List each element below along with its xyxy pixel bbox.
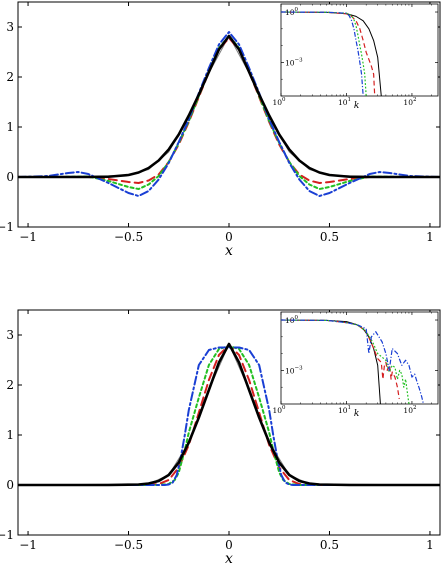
x-tick-label: −0.5 (114, 538, 143, 552)
series-group (18, 342, 440, 487)
inset-x-tick-base: 10 (403, 98, 413, 107)
y-tick-label: 1 (6, 428, 14, 442)
inset-x-tick-exp: 0 (282, 405, 286, 411)
inset-series-line-3 (281, 11, 364, 96)
y-tick-label: 3 (6, 20, 14, 34)
series-group (18, 31, 440, 197)
inset-x-tick-label: 102 (403, 405, 416, 415)
inset-y-tick-label: 10−3 (285, 365, 303, 375)
inset-x-tick-exp: 1 (347, 405, 351, 411)
series-line-0 (18, 342, 440, 487)
series-line-3 (18, 346, 440, 486)
x-tick-label: 1 (426, 538, 434, 552)
inset-y-tick-base: 10 (285, 58, 295, 67)
x-tick-label: 0 (225, 538, 233, 552)
inset-x-tick-exp: 2 (413, 97, 417, 103)
inset-x-tick-exp: 1 (347, 97, 351, 103)
y-tick-label: 0 (6, 478, 14, 492)
inset-y-tick-exp: −3 (295, 57, 304, 63)
x-tick-label: 1 (426, 230, 434, 244)
inset-x-axis-label: k (354, 101, 359, 111)
inset-y-tick-exp: 0 (295, 315, 299, 321)
inset-y-tick-base: 10 (285, 366, 295, 375)
inset-frame (280, 311, 439, 405)
x-tick-label: −0.5 (114, 230, 143, 244)
inset-frame (280, 3, 439, 97)
inset-x-tick-label: 101 (338, 405, 351, 415)
x-tick-label: −1 (19, 230, 37, 244)
series-line-3 (18, 31, 440, 197)
y-tick-label: 2 (6, 378, 14, 392)
y-tick-label: 3 (6, 328, 14, 342)
inset-x-tick-label: 101 (338, 97, 351, 107)
x-tick-label: −1 (19, 538, 37, 552)
x-tick-label: 0.5 (320, 538, 339, 552)
inset-x-tick-base: 10 (272, 98, 282, 107)
y-tick-label: 1 (6, 120, 14, 134)
inset-series-group (281, 11, 382, 96)
x-tick-label: 0 (225, 230, 233, 244)
inset-x-tick-label: 100 (272, 405, 286, 415)
inset-series-line-3 (281, 319, 425, 404)
inset-y-tick-label: 10−3 (285, 57, 303, 67)
inset-x-tick-base: 10 (403, 406, 413, 415)
inset-x-tick-base: 10 (272, 406, 282, 415)
inset-x-tick-label: 100 (272, 97, 286, 107)
inset-x-tick-base: 10 (338, 98, 348, 107)
y-tick-label: −1 (0, 220, 14, 234)
inset-y-tick-exp: 0 (295, 7, 299, 13)
inset-y-tick-exp: −3 (295, 365, 304, 371)
inset-x-axis-label: k (354, 409, 359, 419)
series-line-0 (18, 34, 440, 179)
x-axis-label: x (225, 243, 233, 259)
inset-x-tick-exp: 0 (282, 97, 286, 103)
inset-series-group (281, 319, 425, 404)
y-tick-label: 0 (6, 170, 14, 184)
inset-x-tick-exp: 2 (413, 405, 417, 411)
inset-x-tick-base: 10 (338, 406, 348, 415)
x-axis-label: x (225, 551, 233, 564)
x-tick-label: 0.5 (320, 230, 339, 244)
inset-series-line-1 (281, 11, 376, 96)
y-tick-label: 2 (6, 70, 14, 84)
inset-x-tick-label: 102 (403, 97, 416, 107)
inset-series-line-1 (281, 319, 400, 400)
series-line-1 (18, 37, 440, 184)
y-tick-label: −1 (0, 528, 14, 542)
